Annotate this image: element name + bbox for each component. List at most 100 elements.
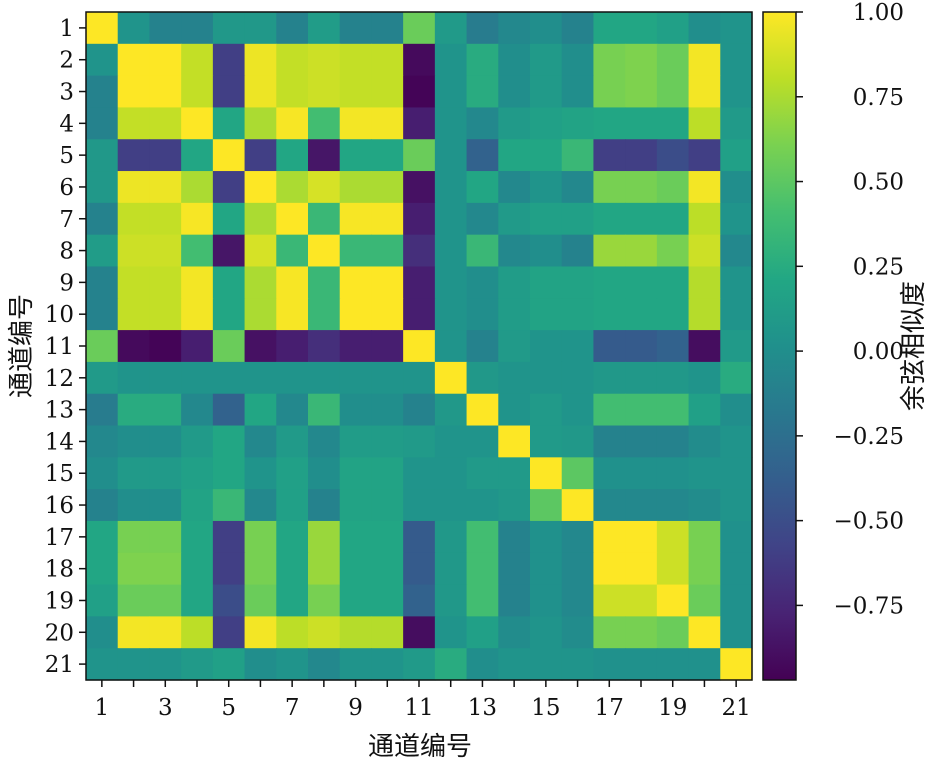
y-tick-label: 15: [45, 461, 74, 487]
y-tick-label: 10: [45, 302, 74, 328]
y-tick-label: 9: [59, 270, 74, 296]
heatmap-cell: [403, 139, 436, 172]
heatmap-cell: [434, 457, 468, 490]
heatmap-cell: [212, 520, 246, 554]
x-tick-label: 1: [95, 695, 110, 721]
x-tick-label: 3: [158, 695, 173, 721]
heatmap-cell: [276, 584, 309, 617]
heatmap-cell: [276, 520, 309, 554]
heatmap-cell: [149, 139, 182, 172]
heatmap-cell: [117, 584, 151, 617]
heatmap-cell: [181, 12, 214, 45]
heatmap-cell: [308, 75, 341, 109]
heatmap-cell: [656, 457, 690, 490]
heatmap-cell: [625, 457, 658, 490]
heatmap-cell: [561, 43, 595, 77]
heatmap-cell: [339, 616, 373, 649]
heatmap-cell: [212, 584, 246, 617]
heatmap-cell: [561, 139, 595, 172]
y-tick-label: 17: [45, 525, 74, 551]
heatmap-cell: [561, 425, 595, 458]
heatmap-cell: [308, 520, 341, 554]
heatmap-cell: [86, 298, 119, 331]
heatmap-cell: [212, 266, 246, 299]
heatmap-cell: [244, 584, 277, 617]
heatmap-cell: [244, 202, 277, 236]
heatmap-cell: [625, 75, 658, 109]
heatmap-cell: [308, 202, 341, 236]
heatmap-cell: [625, 12, 658, 45]
heatmap-cell: [403, 648, 436, 681]
heatmap-cell: [530, 12, 563, 45]
heatmap-cell: [434, 12, 468, 45]
heatmap-cell: [403, 552, 436, 586]
heatmap-cell: [625, 361, 658, 395]
heatmap-cell: [117, 489, 151, 522]
heatmap-cell: [498, 361, 531, 395]
heatmap-cell: [720, 266, 753, 299]
heatmap-cell: [149, 330, 182, 363]
heatmap-cell: [656, 107, 690, 140]
heatmap-cell: [434, 234, 468, 268]
heatmap-cell: [593, 648, 626, 681]
heatmap-cell: [466, 425, 499, 458]
heatmap-cell: [212, 330, 246, 363]
heatmap-cell: [181, 393, 214, 427]
heatmap-cell: [434, 43, 468, 77]
x-axis: 1 3 5 7 9 11 13 15 17 19 21: [95, 680, 751, 721]
heatmap-cell: [403, 171, 436, 204]
heatmap-cell: [530, 520, 563, 554]
heatmap-cell: [244, 12, 277, 45]
heatmap-cell: [498, 457, 531, 490]
heatmap-cell: [688, 552, 721, 586]
heatmap-cell: [117, 266, 151, 299]
heatmap-cell: [403, 330, 436, 363]
heatmap-cell: [244, 393, 277, 427]
colorbar-tick-label: 0.25: [853, 254, 904, 280]
heatmap-cell: [371, 298, 404, 331]
colorbar: [762, 11, 797, 681]
colorbar-tick-label: −0.75: [834, 593, 904, 619]
heatmap-cell: [86, 43, 119, 77]
heatmap-cell: [371, 648, 404, 681]
heatmap-cell: [530, 361, 563, 395]
heatmap-cell: [244, 648, 277, 681]
heatmap-cell: [593, 139, 626, 172]
heatmap-cell: [244, 330, 277, 363]
heatmap-cell: [403, 584, 436, 617]
x-tick-label: 11: [404, 695, 433, 721]
heatmap-cell: [530, 552, 563, 586]
heatmap-cell: [212, 393, 246, 427]
heatmap-cell: [720, 457, 753, 490]
heatmap-cell: [117, 43, 151, 77]
heatmap-cell: [498, 616, 531, 649]
heatmap-cell: [244, 298, 277, 331]
heatmap-cell: [434, 616, 468, 649]
heatmap-cell: [720, 75, 753, 109]
heatmap-cell: [181, 234, 214, 268]
heatmap-cell: [466, 202, 499, 236]
heatmap-cell: [181, 75, 214, 109]
heatmap-cell: [403, 266, 436, 299]
heatmap-cell: [434, 330, 468, 363]
heatmap-cell: [339, 648, 373, 681]
heatmap-cell: [149, 584, 182, 617]
heatmap-cell: [212, 552, 246, 586]
y-tick-label: 18: [45, 557, 74, 583]
heatmap-cell: [276, 489, 309, 522]
heatmap-cell: [688, 520, 721, 554]
heatmap-cell: [498, 107, 531, 140]
heatmap-cell: [403, 616, 436, 649]
heatmap-cell: [656, 520, 690, 554]
heatmap-cell: [86, 552, 119, 586]
heatmap-cell: [593, 520, 626, 554]
heatmap-cell: [181, 43, 214, 77]
heatmap-cell: [117, 234, 151, 268]
heatmap-cell: [308, 648, 341, 681]
heatmap-cell: [561, 266, 595, 299]
heatmap-cells: [86, 12, 753, 681]
heatmap-cell: [530, 489, 563, 522]
heatmap-cell: [86, 584, 119, 617]
heatmap-cell: [339, 234, 373, 268]
heatmap-cell: [625, 234, 658, 268]
